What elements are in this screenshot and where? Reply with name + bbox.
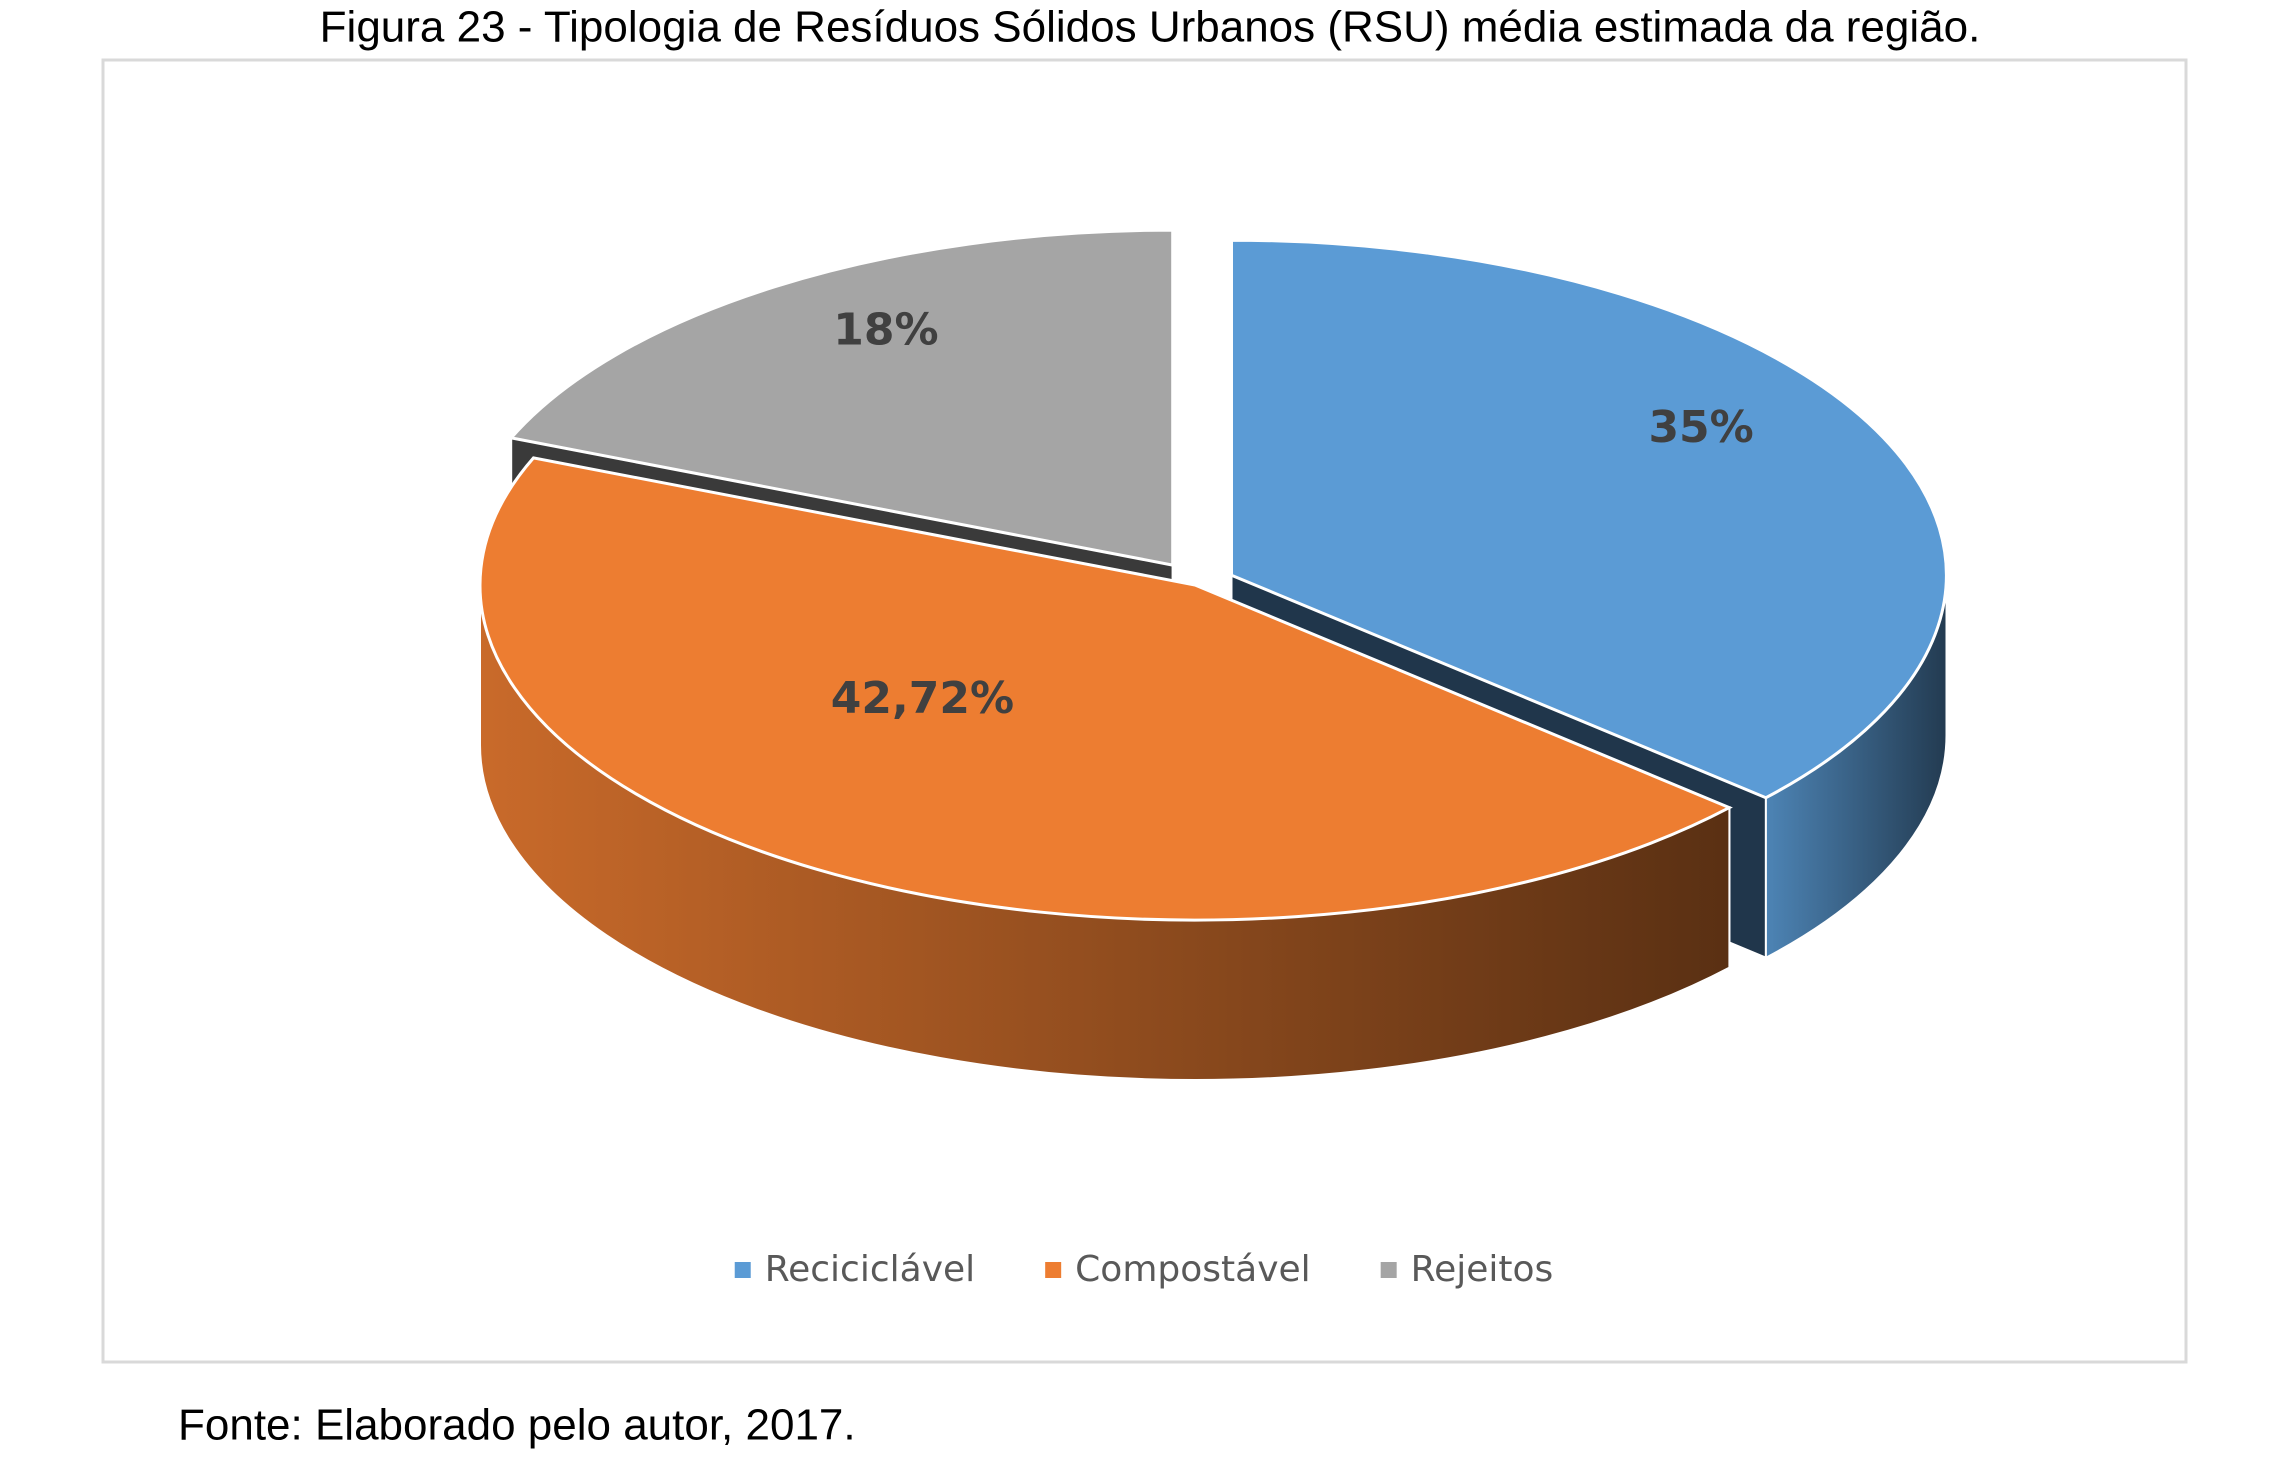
legend: Reciciclável Compostável Rejeitos [734, 1249, 1554, 1290]
pie: 35% 42,72% 18% [478, 228, 1948, 1082]
data-label: 35% [1648, 402, 1753, 453]
data-label: 42,72% [831, 673, 1014, 724]
legend-marker [1380, 1262, 1397, 1278]
data-label: 18% [833, 305, 938, 356]
legend-label: Rejeitos [1411, 1249, 1554, 1290]
slice [1230, 238, 1948, 800]
slice [478, 456, 1733, 922]
source-note: Fonte: Elaborado pelo autor, 2017. [178, 1401, 856, 1450]
legend-label: Reciciclável [765, 1249, 975, 1290]
legend-label: Compostável [1075, 1249, 1311, 1290]
legend-marker [1045, 1262, 1062, 1278]
chart-title: Figura 23 - Tipologia de Resíduos Sólido… [320, 3, 1981, 52]
legend-marker [734, 1262, 751, 1278]
slice [508, 228, 1175, 567]
